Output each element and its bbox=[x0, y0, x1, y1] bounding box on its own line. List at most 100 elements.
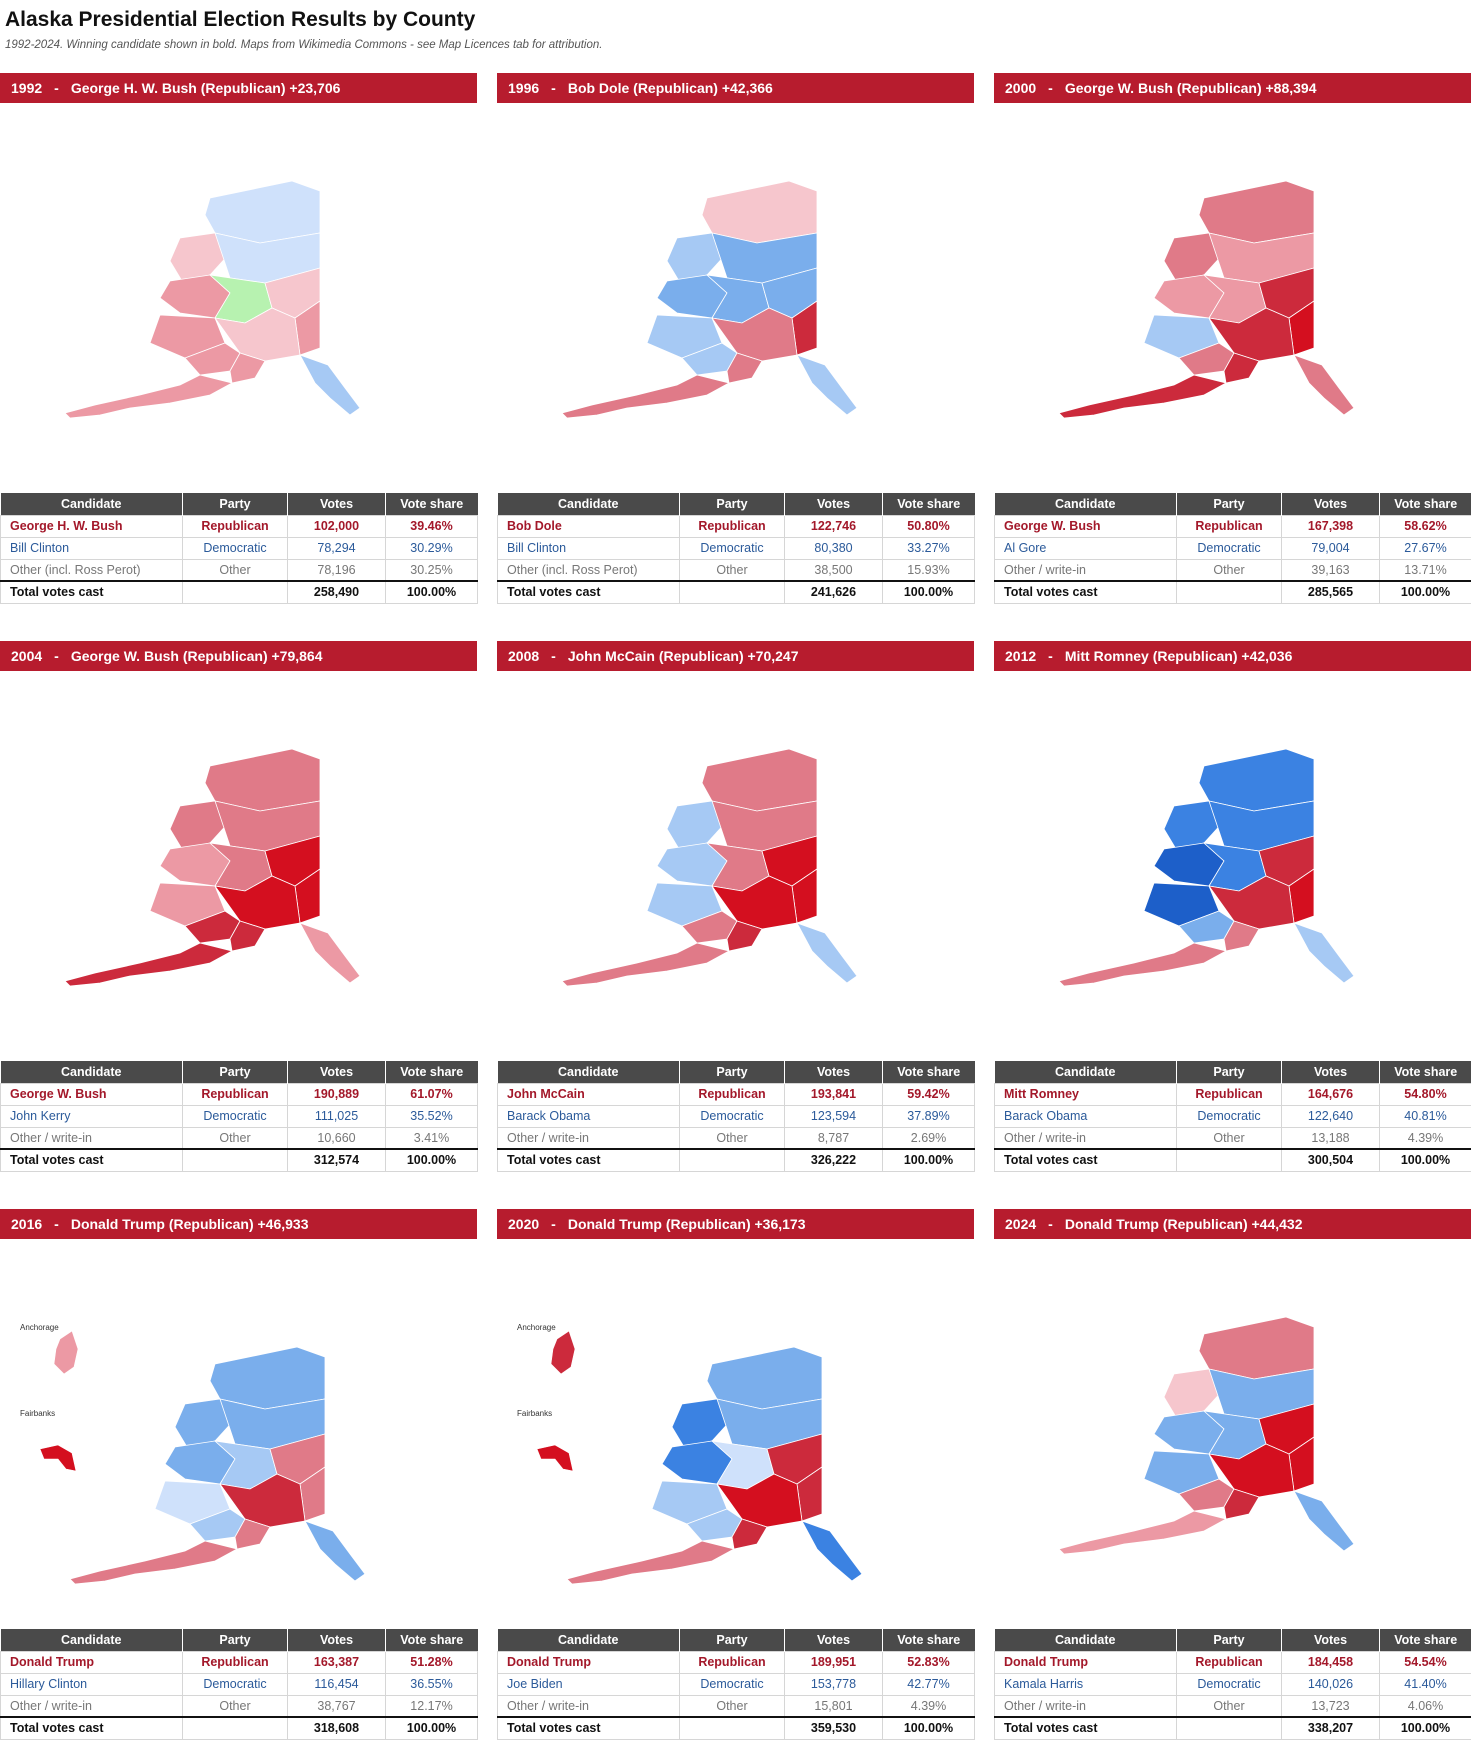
column-header: Candidate bbox=[497, 493, 680, 515]
party-cell: Republican bbox=[182, 1650, 288, 1674]
county-region bbox=[209, 1346, 326, 1410]
table-row: Other (incl. Ross Perot) Other 78,196 30.25… bbox=[0, 558, 478, 582]
county-region bbox=[1198, 1316, 1315, 1380]
votes-cell: 122,746 bbox=[784, 514, 883, 538]
panel-winner: Donald Trump (Republican) +36,173 bbox=[567, 1216, 806, 1232]
table-row: Bill Clinton Democratic 80,380 33.27% bbox=[497, 536, 975, 560]
total-row: Total votes cast 318,608 100.00% bbox=[0, 1716, 478, 1740]
share-cell: 54.54% bbox=[1379, 1650, 1471, 1674]
party-cell bbox=[679, 1148, 785, 1172]
county-region bbox=[64, 374, 234, 419]
county-region bbox=[726, 352, 763, 384]
share-cell: 40.81% bbox=[1379, 1104, 1471, 1128]
column-header: Candidate bbox=[497, 1629, 680, 1651]
table-row: Other (incl. Ross Perot) Other 38,500 15.93… bbox=[497, 558, 975, 582]
table-row: Al Gore Democratic 79,004 27.67% bbox=[994, 536, 1471, 560]
county-region bbox=[1058, 374, 1228, 419]
table-row: George H. W. Bush Republican 102,000 39.46% bbox=[0, 514, 478, 538]
share-cell: 41.40% bbox=[1379, 1672, 1471, 1696]
candidate-cell: Total votes cast bbox=[0, 580, 183, 604]
party-cell: Democratic bbox=[182, 1104, 288, 1128]
candidate-cell: George H. W. Bush bbox=[0, 514, 183, 538]
panel-winner: Donald Trump (Republican) +44,432 bbox=[1064, 1216, 1303, 1232]
county-map bbox=[994, 1239, 1471, 1629]
results-table: Candidate Party Votes Vote share George W. B… bbox=[0, 1061, 478, 1172]
table-row: Other / write-in Other 39,163 13.71% bbox=[994, 558, 1471, 582]
share-cell: 2.69% bbox=[882, 1126, 975, 1150]
party-cell: Democratic bbox=[1176, 1104, 1282, 1128]
table-row: Donald Trump Republican 189,951 52.83% bbox=[497, 1650, 975, 1674]
panel-winner: George H. W. Bush (Republican) +23,706 bbox=[70, 80, 341, 96]
share-cell: 36.55% bbox=[385, 1672, 478, 1696]
county-region bbox=[69, 1540, 239, 1585]
votes-cell: 79,004 bbox=[1281, 536, 1380, 560]
column-header: Vote share bbox=[385, 1061, 478, 1083]
county-region bbox=[204, 180, 321, 244]
share-cell: 4.39% bbox=[882, 1694, 975, 1718]
column-header: Votes bbox=[287, 493, 386, 515]
county-map bbox=[0, 671, 477, 1061]
panel-header: 2012- Mitt Romney (Republican) +42,036 bbox=[994, 641, 1471, 671]
votes-cell: 241,626 bbox=[784, 580, 883, 604]
party-cell bbox=[182, 580, 288, 604]
candidate-cell: Joe Biden bbox=[497, 1672, 680, 1696]
candidate-cell: Total votes cast bbox=[994, 1716, 1177, 1740]
share-cell: 100.00% bbox=[882, 1148, 975, 1172]
candidate-cell: Other / write-in bbox=[0, 1694, 183, 1718]
votes-cell: 184,458 bbox=[1281, 1650, 1380, 1674]
column-header: Vote share bbox=[882, 493, 975, 515]
column-header: Party bbox=[182, 1061, 288, 1083]
party-cell: Other bbox=[679, 1126, 785, 1150]
votes-cell: 13,188 bbox=[1281, 1126, 1380, 1150]
panel-year: 2020 bbox=[508, 1216, 540, 1232]
votes-cell: 38,500 bbox=[784, 558, 883, 582]
county-map: Anchorage Fairbanks bbox=[0, 1239, 477, 1629]
candidate-cell: Donald Trump bbox=[994, 1650, 1177, 1674]
candidate-cell: Total votes cast bbox=[0, 1148, 183, 1172]
votes-cell: 39,163 bbox=[1281, 558, 1380, 582]
total-row: Total votes cast 359,530 100.00% bbox=[497, 1716, 975, 1740]
page-subtitle: 1992-2024. Winning candidate shown in bo… bbox=[5, 39, 603, 51]
candidate-cell: Bob Dole bbox=[497, 514, 680, 538]
column-header: Votes bbox=[784, 1061, 883, 1083]
results-table: Candidate Party Votes Vote share George W. B… bbox=[994, 493, 1471, 604]
column-header: Vote share bbox=[882, 1061, 975, 1083]
candidate-cell: Barack Obama bbox=[994, 1104, 1177, 1128]
votes-cell: 190,889 bbox=[287, 1082, 386, 1106]
column-header: Candidate bbox=[0, 493, 183, 515]
share-cell: 15.93% bbox=[882, 558, 975, 582]
panel-header: 2008- John McCain (Republican) +70,247 bbox=[497, 641, 974, 671]
header-separator: - bbox=[551, 1216, 556, 1232]
column-header: Party bbox=[1176, 1061, 1282, 1083]
county-map bbox=[994, 103, 1471, 493]
county-region bbox=[561, 942, 731, 987]
county-region bbox=[234, 1518, 271, 1550]
county-region bbox=[561, 374, 731, 419]
header-separator: - bbox=[551, 648, 556, 664]
share-cell: 61.07% bbox=[385, 1082, 478, 1106]
column-header: Party bbox=[182, 493, 288, 515]
county-region bbox=[1058, 1510, 1228, 1555]
votes-cell: 116,454 bbox=[287, 1672, 386, 1696]
candidate-cell: Other / write-in bbox=[994, 1694, 1177, 1718]
share-cell: 42.77% bbox=[882, 1672, 975, 1696]
share-cell: 100.00% bbox=[882, 580, 975, 604]
county-region bbox=[64, 942, 234, 987]
column-header: Votes bbox=[1281, 1061, 1380, 1083]
county-region bbox=[796, 922, 858, 984]
county-region bbox=[701, 748, 818, 812]
column-header: Votes bbox=[784, 493, 883, 515]
panel-winner: John McCain (Republican) +70,247 bbox=[567, 648, 799, 664]
share-cell: 100.00% bbox=[882, 1716, 975, 1740]
candidate-cell: George W. Bush bbox=[0, 1082, 183, 1106]
column-header: Votes bbox=[287, 1061, 386, 1083]
party-cell bbox=[182, 1716, 288, 1740]
share-cell: 4.39% bbox=[1379, 1126, 1471, 1150]
inset-label-fairbanks: Fairbanks bbox=[517, 1409, 553, 1418]
party-cell: Republican bbox=[1176, 1082, 1282, 1106]
candidate-cell: Other / write-in bbox=[994, 558, 1177, 582]
column-header: Votes bbox=[784, 1629, 883, 1651]
party-cell bbox=[679, 580, 785, 604]
county-region bbox=[304, 1520, 366, 1582]
party-cell: Republican bbox=[182, 1082, 288, 1106]
